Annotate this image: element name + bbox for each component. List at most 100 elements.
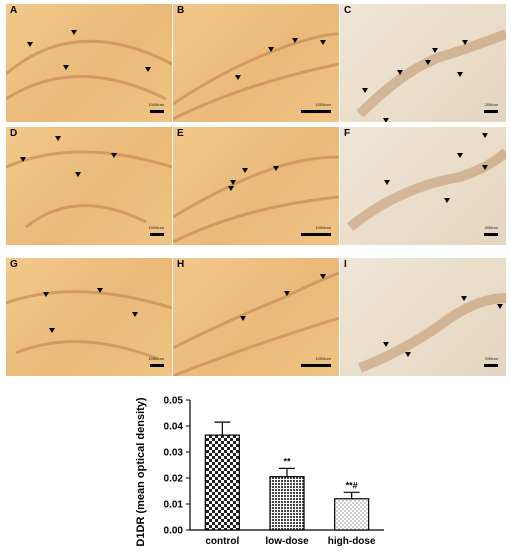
arrow-marker-icon: [482, 165, 488, 170]
arrow-marker-icon: [228, 186, 234, 191]
cell-layer-band: [6, 39, 172, 76]
scale-bar: [484, 110, 498, 113]
scale-bar: [301, 110, 331, 113]
tissue-image: [173, 155, 339, 244]
arrow-marker-icon: [111, 153, 117, 158]
cell-layer-band: [356, 29, 506, 118]
panel-letter: I: [344, 259, 347, 270]
arrow-marker-icon: [457, 153, 463, 158]
arrow-marker-icon: [97, 288, 103, 293]
arrow-marker-icon: [63, 65, 69, 70]
arrow-marker-icon: [273, 166, 279, 171]
arrow-marker-icon: [362, 88, 368, 93]
micrograph-panel-d: D 100Mum: [6, 127, 172, 245]
arrow-marker-icon: [75, 172, 81, 177]
arrow-marker-icon: [235, 75, 241, 80]
arrow-marker-icon: [268, 47, 274, 52]
tissue-image: [346, 133, 506, 231]
micrograph-panel-c: C 20Mum: [340, 4, 506, 122]
scale-bar: [484, 364, 498, 367]
tissue-image: [6, 136, 172, 229]
bar-high-dose: [334, 498, 370, 531]
arrow-marker-icon: [230, 180, 236, 185]
arrow-marker-icon: [71, 30, 77, 35]
scale-bar-label: 100Mum: [148, 102, 164, 107]
cell-layer-band: [173, 316, 339, 376]
arrow-marker-icon: [457, 72, 463, 77]
arrow-marker-icon: [132, 312, 138, 317]
arrow-marker-icon: [320, 40, 326, 45]
arrow-marker-icon: [432, 48, 438, 53]
arrow-marker-icon: [405, 352, 411, 357]
arrow-marker-icon: [20, 157, 26, 162]
y-tick-label: 0.05: [164, 396, 184, 407]
cell-layer-band: [6, 150, 172, 169]
scale-bar: [150, 233, 164, 236]
arrow-marker-icon: [383, 118, 389, 122]
arrow-marker-icon: [292, 38, 298, 43]
scale-bar-label: 20Mum: [484, 356, 498, 361]
micrograph-panel-i: I 20Mum: [340, 258, 506, 376]
arrow-marker-icon: [145, 67, 151, 72]
cell-layer-band: [173, 195, 339, 244]
tissue-image: [6, 288, 172, 360]
y-axis-label: D1DR (mean optical density): [135, 397, 147, 546]
scale-bar-label: 100Mum: [315, 225, 331, 230]
scale-bar-label: 100Mum: [148, 225, 164, 230]
arrow-marker-icon: [384, 180, 390, 185]
scale-bar-label: 20Mum: [484, 102, 498, 107]
x-tick-label: low-dose: [265, 536, 309, 547]
scale-bar-label: 20Mum: [484, 225, 498, 230]
y-tick-label: 0.03: [164, 448, 184, 459]
micrograph-panel-b: B 100Mum: [173, 4, 339, 122]
cell-layer-band: [173, 271, 339, 350]
cell-layer-band: [173, 32, 339, 106]
cell-layer-band: [6, 290, 172, 310]
arrow-marker-icon: [320, 274, 326, 279]
chart-svg: D1DR (mean optical density) 0.00 0.01 0.02…: [135, 396, 384, 547]
tissue-image: [173, 271, 339, 376]
bar-low-dose: [269, 476, 305, 531]
arrow-marker-icon: [497, 304, 503, 309]
arrow-marker-icon: [383, 342, 389, 347]
micrograph-panel-g: G 100Mum: [6, 258, 172, 376]
arrow-marker-icon: [397, 70, 403, 75]
panel-letter: D: [10, 128, 18, 139]
y-tick-label: 0.00: [164, 526, 184, 537]
cell-layer-band: [15, 340, 157, 360]
cell-layer-band: [346, 148, 506, 231]
x-tick-label: control: [205, 536, 239, 547]
panel-letter: C: [344, 5, 352, 16]
cell-layer-band: [25, 204, 147, 229]
x-tick-label: high-dose: [328, 536, 376, 547]
arrow-marker-icon: [49, 328, 55, 333]
tissue-image: [6, 30, 172, 101]
arrow-marker-icon: [444, 198, 450, 203]
cell-layer-band: [358, 293, 506, 373]
micrograph-panel-e: E 100Mum: [173, 127, 339, 245]
arrow-marker-icon: [284, 291, 290, 296]
bar-control: [204, 434, 240, 531]
y-tick-label: 0.01: [164, 500, 184, 511]
arrow-marker-icon: [27, 42, 33, 47]
cell-layer-band: [173, 62, 339, 121]
panel-letter: B: [177, 5, 185, 16]
micrograph-panel-h: H 100Mum: [173, 258, 339, 376]
scale-bar-label: 100Mum: [148, 356, 164, 361]
tissue-image: [356, 29, 506, 122]
micrograph-panel-f: F 20Mum: [340, 127, 506, 245]
significance-label: **#: [346, 480, 358, 490]
scale-bar: [484, 233, 498, 236]
arrow-marker-icon: [425, 60, 431, 65]
scale-bar: [301, 364, 331, 367]
arrow-marker-icon: [461, 296, 467, 301]
panel-letter: A: [10, 5, 18, 16]
arrow-marker-icon: [43, 292, 49, 297]
tissue-image: [173, 32, 339, 121]
tissue-image: [358, 293, 506, 373]
arrow-marker-icon: [240, 316, 246, 321]
scale-bar: [301, 233, 331, 236]
scale-bar: [150, 364, 164, 367]
arrow-marker-icon: [462, 40, 468, 45]
scale-bar-label: 100Mum: [315, 102, 331, 107]
